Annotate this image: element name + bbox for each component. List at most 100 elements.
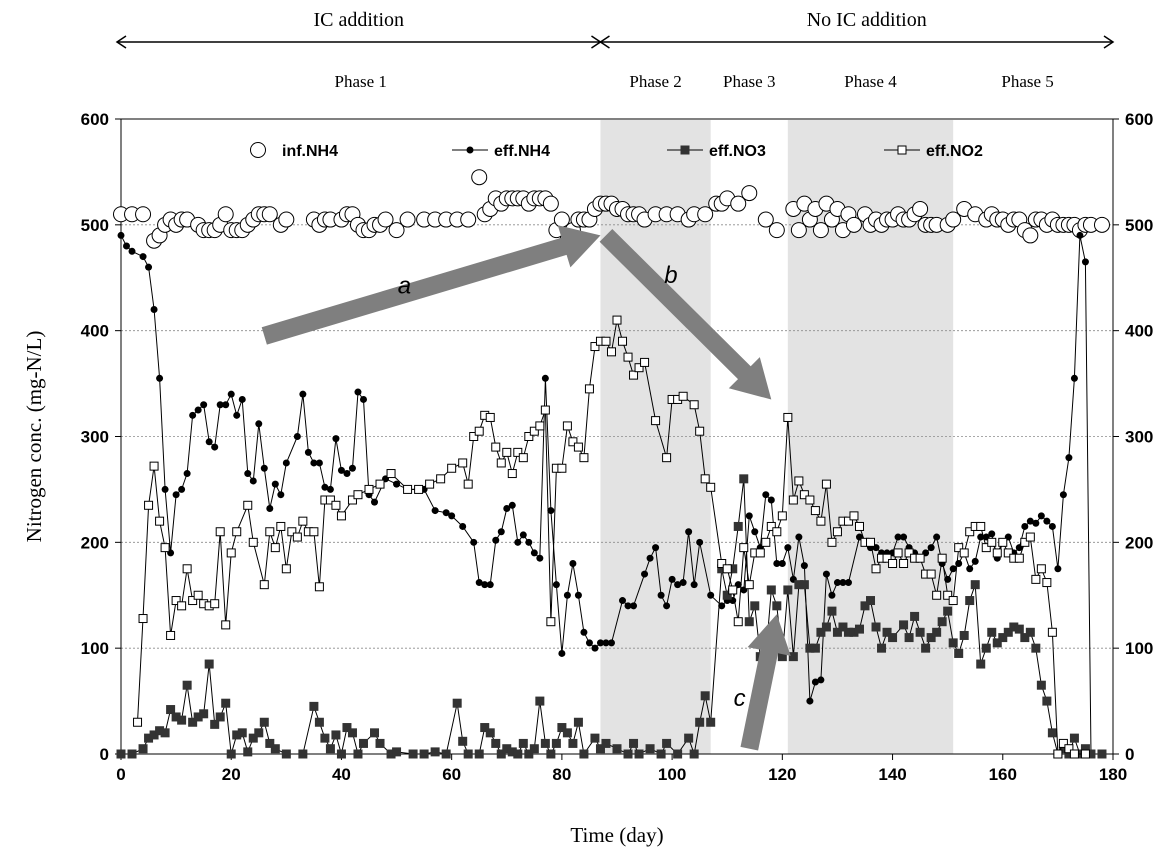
- x-tick-160: 160: [989, 765, 1017, 784]
- point-eff-no2: [882, 553, 892, 563]
- point-eff-no3: [320, 733, 330, 743]
- point-eff-no2: [177, 601, 187, 611]
- point-eff-nh4: [304, 448, 312, 456]
- point-eff-no2: [436, 474, 446, 484]
- point-eff-no2: [507, 469, 517, 479]
- point-eff-no3: [342, 723, 352, 733]
- point-eff-no3: [518, 738, 528, 748]
- point-eff-no3: [860, 601, 870, 611]
- arrowhead-center-right: [599, 35, 610, 49]
- point-eff-no3: [777, 652, 787, 662]
- y-tick-right-600: 600: [1125, 110, 1153, 129]
- point-eff-nh4: [211, 443, 219, 451]
- legend-item-eff-no3: eff.NO3: [667, 143, 766, 160]
- x-tick-180: 180: [1099, 765, 1127, 784]
- point-eff-nh4: [1081, 258, 1089, 266]
- y-tick-right-100: 100: [1125, 639, 1153, 658]
- point-eff-no2: [314, 582, 324, 592]
- point-eff-no3: [1058, 744, 1068, 754]
- point-eff-no2: [579, 453, 589, 463]
- point-eff-no2: [888, 559, 898, 568]
- point-eff-no3: [948, 638, 958, 648]
- point-eff-no2: [948, 596, 958, 606]
- point-eff-nh4: [348, 464, 356, 472]
- point-eff-no3: [336, 749, 346, 759]
- point-eff-nh4: [679, 579, 687, 587]
- annotation-label-a: a: [398, 273, 411, 300]
- point-eff-nh4: [949, 565, 957, 573]
- point-eff-no2: [849, 511, 859, 521]
- point-inf-nh4: [1093, 216, 1110, 233]
- point-eff-nh4: [839, 579, 847, 587]
- point-eff-no2: [788, 495, 798, 505]
- point-eff-no3: [281, 749, 291, 759]
- point-eff-no3: [794, 580, 804, 590]
- point-eff-no3: [976, 659, 986, 669]
- point-eff-no2: [965, 527, 975, 537]
- point-eff-nh4: [519, 531, 527, 539]
- legend-label-eff-nh4: eff.NH4: [494, 143, 550, 160]
- legend-item-eff-no2: eff.NO2: [884, 143, 983, 160]
- point-eff-no2: [496, 458, 506, 468]
- y-tick-right-500: 500: [1125, 216, 1153, 235]
- arrowhead-left: [115, 35, 127, 49]
- series-inf-nh4: [113, 169, 1110, 249]
- point-eff-no3: [849, 627, 859, 637]
- point-eff-nh4: [773, 560, 781, 567]
- point-eff-nh4: [596, 639, 604, 647]
- point-eff-no3: [1036, 680, 1046, 690]
- point-eff-no3: [827, 606, 837, 616]
- period-header: IC addition No IC addition: [115, 9, 1115, 49]
- point-eff-nh4: [310, 459, 318, 467]
- point-eff-no3: [204, 659, 214, 669]
- point-eff-no3: [116, 749, 126, 759]
- phase-labels: Phase 1 Phase 2 Phase 3 Phase 4 Phase 5: [335, 72, 1054, 91]
- point-eff-nh4: [822, 570, 830, 578]
- point-eff-nh4: [1054, 565, 1062, 573]
- point-eff-no3: [915, 627, 925, 637]
- point-eff-no2: [347, 495, 357, 505]
- point-eff-no2: [562, 421, 572, 431]
- point-eff-no2: [794, 476, 804, 486]
- point-eff-nh4: [844, 579, 852, 587]
- point-eff-no3: [623, 749, 633, 759]
- point-eff-no3: [981, 643, 991, 653]
- point-eff-no2: [149, 461, 159, 471]
- y-tick-left-100: 100: [81, 639, 109, 658]
- point-eff-no3: [1014, 624, 1024, 634]
- point-eff-no3: [1069, 733, 1079, 743]
- point-eff-no3: [932, 627, 942, 637]
- point-eff-nh4: [244, 470, 252, 478]
- point-eff-nh4: [988, 530, 996, 538]
- point-eff-no3: [695, 717, 705, 727]
- point-eff-nh4: [900, 533, 908, 541]
- y-tick-left-500: 500: [81, 216, 109, 235]
- point-eff-nh4: [674, 581, 682, 589]
- point-eff-nh4: [260, 464, 268, 472]
- point-eff-no2: [893, 548, 903, 558]
- point-eff-nh4: [1048, 522, 1056, 530]
- point-eff-nh4: [569, 560, 577, 567]
- point-eff-nh4: [503, 504, 511, 512]
- point-eff-nh4: [563, 591, 571, 599]
- y-axis-label: Nitrogen conc. (mg-N/L): [22, 331, 46, 543]
- point-eff-nh4: [1076, 231, 1084, 239]
- point-eff-nh4: [894, 533, 902, 541]
- phase-label-2: Phase 2: [629, 72, 681, 91]
- legend-marker-eff-no2: [897, 145, 907, 155]
- point-eff-no2: [1036, 564, 1046, 574]
- point-eff-no3: [353, 749, 363, 759]
- phase-label-5: Phase 5: [1001, 72, 1053, 91]
- point-eff-no2: [728, 585, 738, 595]
- point-eff-nh4: [1021, 522, 1029, 530]
- point-eff-no2: [612, 315, 622, 325]
- point-eff-no3: [998, 633, 1008, 643]
- point-eff-no2: [810, 506, 820, 516]
- point-eff-no2: [943, 590, 953, 600]
- point-eff-no3: [595, 744, 605, 754]
- point-eff-no2: [171, 596, 181, 606]
- point-eff-nh4: [442, 509, 450, 517]
- point-eff-nh4: [574, 591, 582, 599]
- point-eff-no3: [590, 733, 600, 743]
